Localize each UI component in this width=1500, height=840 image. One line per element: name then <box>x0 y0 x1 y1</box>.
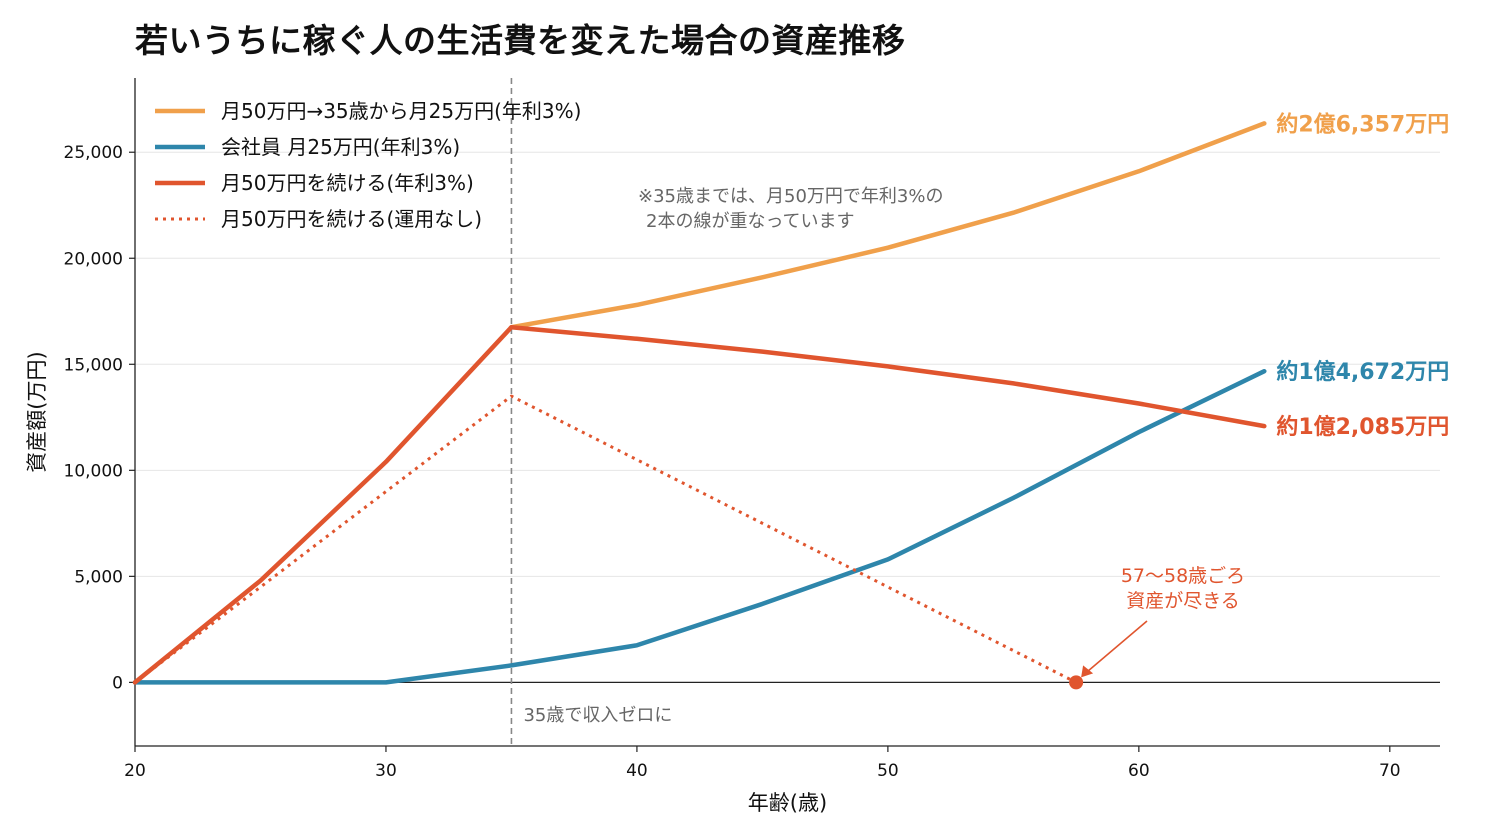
y-tick-label-3: 15,000 <box>64 355 123 375</box>
overlap-note-1: 2本の線が重なっています <box>646 211 855 232</box>
callout-arrow-line <box>1083 620 1148 675</box>
legend-label-3: 月50万円を続ける(運用なし) <box>221 207 482 231</box>
x-axis-title: 年齢(歳) <box>748 791 827 815</box>
legend-label-2: 月50万円を続ける(年利3%) <box>221 171 474 195</box>
x-tick-label-3: 50 <box>877 761 899 781</box>
x-tick-label-4: 60 <box>1128 761 1150 781</box>
legend-label-0: 月50万円→35歳から月25万円(年利3%) <box>221 99 581 123</box>
callout-arrow-head <box>1081 665 1094 678</box>
end-label-2: 約1億2,085万円 <box>1276 414 1449 440</box>
x-tick-label-1: 30 <box>375 761 397 781</box>
series-line-0 <box>509 121 1267 330</box>
x-tick-label-5: 70 <box>1379 761 1401 781</box>
series-line-2 <box>132 324 1267 685</box>
y-tick-label-4: 20,000 <box>64 249 123 269</box>
overlap-note-0: ※35歳までは、月50万円で年利3%の <box>638 186 943 207</box>
chart-title: 若いうちに稼ぐ人の生活費を変えた場合の資産推移 <box>135 21 906 60</box>
end-label-1: 約1億4,672万円 <box>1276 359 1449 385</box>
income-zero-label: 35歳で収入ゼロに <box>523 705 672 726</box>
series-line-3 <box>134 394 1077 684</box>
depletion-point <box>1069 675 1084 690</box>
legend-label-1: 会社員 月25万円(年利3%) <box>221 135 460 159</box>
series-line-1 <box>132 368 1267 685</box>
y-tick-label-5: 25,000 <box>64 143 123 163</box>
x-tick-label-0: 20 <box>124 761 146 781</box>
y-tick-label-2: 10,000 <box>64 461 123 481</box>
y-tick-label-0: 0 <box>112 673 123 693</box>
end-label-0: 約2億6,357万円 <box>1276 111 1449 137</box>
callout-text-1: 資産が尽きる <box>1126 590 1240 612</box>
y-axis-title: 資産額(万円) <box>25 351 49 472</box>
x-tick-label-2: 40 <box>626 761 648 781</box>
callout-text-0: 57〜58歳ごろ <box>1121 565 1245 587</box>
y-tick-label-1: 5,000 <box>74 567 123 587</box>
